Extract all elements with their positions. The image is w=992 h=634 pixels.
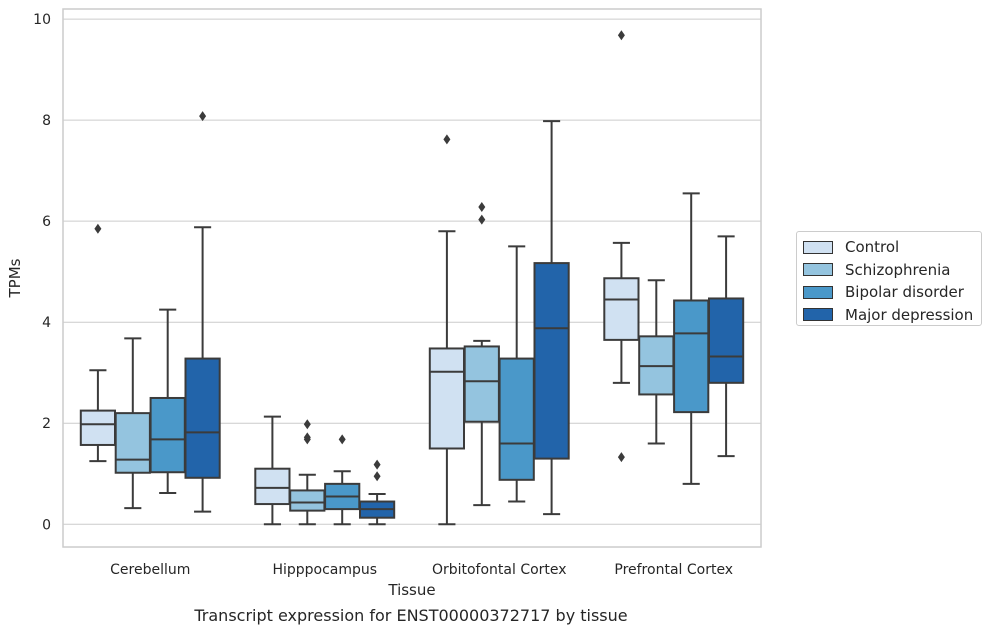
y-tick-label: 10 — [33, 12, 51, 28]
box — [114, 412, 151, 474]
figure-caption: Transcript expression for ENST0000037271… — [194, 606, 628, 625]
box — [533, 262, 570, 460]
box — [149, 396, 186, 474]
legend-label-major-depression: Major depression — [845, 305, 974, 324]
legend-swatch-major-depression — [803, 308, 833, 322]
box — [428, 347, 466, 450]
x-tick-label: Prefrontal Cortex — [614, 562, 733, 578]
outlier-point — [443, 134, 451, 145]
outlier-point — [199, 111, 207, 122]
plot-border — [62, 8, 762, 548]
box — [673, 299, 710, 414]
box — [254, 467, 291, 506]
legend-item-control: Control — [803, 236, 981, 259]
outlier-point — [303, 419, 311, 430]
outlier-point — [617, 30, 625, 41]
outlier-point — [303, 434, 311, 445]
outlier-point — [478, 202, 486, 213]
outlier-point — [617, 452, 625, 463]
outlier-point — [338, 434, 346, 445]
y-tick-label: 6 — [42, 214, 51, 230]
legend-item-schizophrenia: Schizophrenia — [803, 259, 981, 282]
box — [707, 297, 745, 384]
legend-swatch-bipolar-disorder — [803, 285, 833, 299]
box — [289, 489, 326, 512]
y-tick-label: 2 — [42, 416, 51, 432]
x-tick-label: Orbitofontal Cortex — [432, 562, 567, 578]
box — [603, 277, 640, 341]
outlier-point — [373, 471, 381, 482]
y-tick-label: 0 — [42, 517, 51, 533]
x-axis-label: Tissue — [387, 581, 435, 599]
y-tick-label: 4 — [42, 315, 51, 331]
box — [498, 357, 535, 481]
legend-label-schizophrenia: Schizophrenia — [845, 260, 951, 279]
legend-swatch-schizophrenia — [803, 263, 833, 277]
y-axis-label: TPMs — [6, 258, 24, 298]
legend-item-major-depression: Major depression — [803, 304, 981, 327]
chart-legend: Control Schizophrenia Bipolar disorder M… — [796, 231, 982, 326]
legend-swatch-control — [803, 240, 833, 254]
box — [79, 409, 117, 446]
box — [184, 357, 221, 479]
x-tick-label: Hipppocampus — [272, 562, 377, 578]
legend-item-bipolar-disorder: Bipolar disorder — [803, 281, 981, 304]
legend-label-control: Control — [845, 238, 900, 257]
x-tick-label: Cerebellum — [110, 562, 190, 578]
legend-label-bipolar-disorder: Bipolar disorder — [845, 283, 964, 302]
outlier-point — [373, 459, 381, 470]
outlier-point — [478, 214, 486, 225]
box — [463, 345, 500, 423]
y-tick-label: 8 — [42, 113, 51, 129]
outlier-point — [94, 223, 102, 234]
